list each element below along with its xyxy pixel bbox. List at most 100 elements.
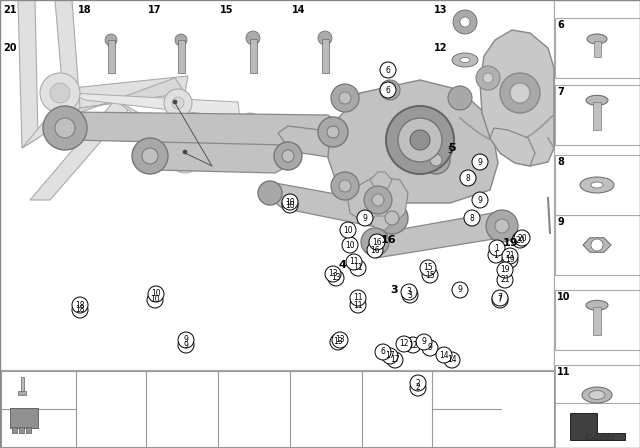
FancyBboxPatch shape [26, 427, 31, 433]
Circle shape [422, 146, 450, 174]
Text: 21: 21 [505, 251, 515, 260]
Text: 15: 15 [220, 5, 234, 15]
Circle shape [369, 234, 385, 250]
Circle shape [339, 92, 351, 104]
Text: 8: 8 [470, 214, 474, 223]
Circle shape [369, 236, 381, 248]
Polygon shape [22, 88, 80, 148]
Circle shape [497, 262, 513, 278]
Text: 10: 10 [557, 292, 570, 302]
Circle shape [591, 239, 603, 251]
Text: 16: 16 [370, 246, 380, 254]
Text: 15: 15 [423, 263, 433, 272]
FancyBboxPatch shape [593, 307, 601, 335]
Text: 21: 21 [3, 5, 17, 15]
Text: 6: 6 [385, 86, 390, 95]
Text: 13: 13 [335, 336, 345, 345]
Text: 11: 11 [353, 301, 363, 310]
Text: 19: 19 [500, 266, 510, 275]
FancyBboxPatch shape [21, 377, 24, 391]
Circle shape [350, 297, 366, 313]
Polygon shape [490, 128, 535, 166]
Circle shape [382, 348, 398, 364]
Ellipse shape [586, 95, 608, 105]
FancyBboxPatch shape [594, 40, 601, 57]
Circle shape [380, 62, 396, 78]
Text: 2: 2 [415, 379, 420, 388]
Text: 10: 10 [285, 201, 295, 210]
Text: 11: 11 [353, 293, 363, 302]
Circle shape [240, 113, 260, 133]
Circle shape [346, 254, 362, 270]
Text: 18: 18 [78, 5, 92, 15]
Text: 3: 3 [408, 290, 412, 300]
Text: 10: 10 [343, 225, 353, 234]
Circle shape [331, 84, 359, 112]
Circle shape [170, 143, 200, 173]
Text: 9: 9 [422, 337, 426, 346]
Circle shape [72, 297, 88, 313]
FancyBboxPatch shape [10, 408, 38, 428]
Polygon shape [570, 413, 625, 440]
Circle shape [416, 334, 432, 350]
Polygon shape [55, 0, 80, 118]
Circle shape [448, 86, 472, 110]
Text: 9: 9 [458, 285, 463, 294]
Polygon shape [480, 30, 554, 166]
Text: 6: 6 [385, 65, 390, 74]
Circle shape [282, 197, 298, 213]
Circle shape [464, 210, 480, 226]
Text: 13: 13 [328, 270, 338, 279]
Polygon shape [265, 183, 395, 230]
Text: 17: 17 [385, 352, 395, 361]
Circle shape [331, 172, 359, 200]
Text: 6: 6 [381, 348, 385, 357]
Polygon shape [348, 176, 408, 223]
FancyBboxPatch shape [555, 290, 640, 350]
Circle shape [460, 17, 470, 27]
Polygon shape [70, 93, 240, 118]
Circle shape [325, 266, 341, 282]
Circle shape [401, 284, 417, 300]
Text: 21: 21 [500, 276, 509, 284]
Circle shape [350, 290, 366, 306]
FancyBboxPatch shape [554, 0, 640, 448]
Circle shape [183, 150, 187, 154]
Circle shape [502, 248, 518, 264]
Text: 12: 12 [408, 340, 418, 349]
Ellipse shape [460, 57, 470, 63]
FancyBboxPatch shape [555, 365, 640, 425]
Circle shape [398, 118, 442, 162]
Polygon shape [56, 112, 338, 146]
Polygon shape [583, 238, 611, 252]
Circle shape [148, 286, 164, 302]
Text: 10: 10 [345, 241, 355, 250]
FancyBboxPatch shape [108, 40, 115, 73]
Circle shape [332, 332, 348, 348]
Circle shape [258, 181, 282, 205]
Text: 15: 15 [425, 271, 435, 280]
Text: 1: 1 [493, 250, 499, 259]
Text: 3: 3 [406, 288, 412, 297]
Circle shape [342, 237, 358, 253]
Circle shape [430, 154, 442, 166]
Circle shape [339, 180, 351, 192]
Circle shape [512, 232, 528, 248]
Polygon shape [368, 212, 508, 258]
FancyBboxPatch shape [0, 370, 554, 448]
Circle shape [436, 347, 452, 363]
Circle shape [40, 73, 80, 113]
Polygon shape [370, 216, 392, 230]
Text: 9: 9 [184, 340, 188, 349]
Text: 17: 17 [148, 5, 161, 15]
Ellipse shape [591, 182, 603, 188]
Text: 13: 13 [434, 5, 447, 15]
FancyBboxPatch shape [19, 427, 24, 433]
FancyBboxPatch shape [593, 103, 601, 130]
Text: 9: 9 [184, 336, 188, 345]
FancyBboxPatch shape [555, 85, 640, 145]
Circle shape [282, 194, 298, 210]
Circle shape [142, 148, 158, 164]
Circle shape [367, 242, 383, 258]
Circle shape [453, 10, 477, 34]
